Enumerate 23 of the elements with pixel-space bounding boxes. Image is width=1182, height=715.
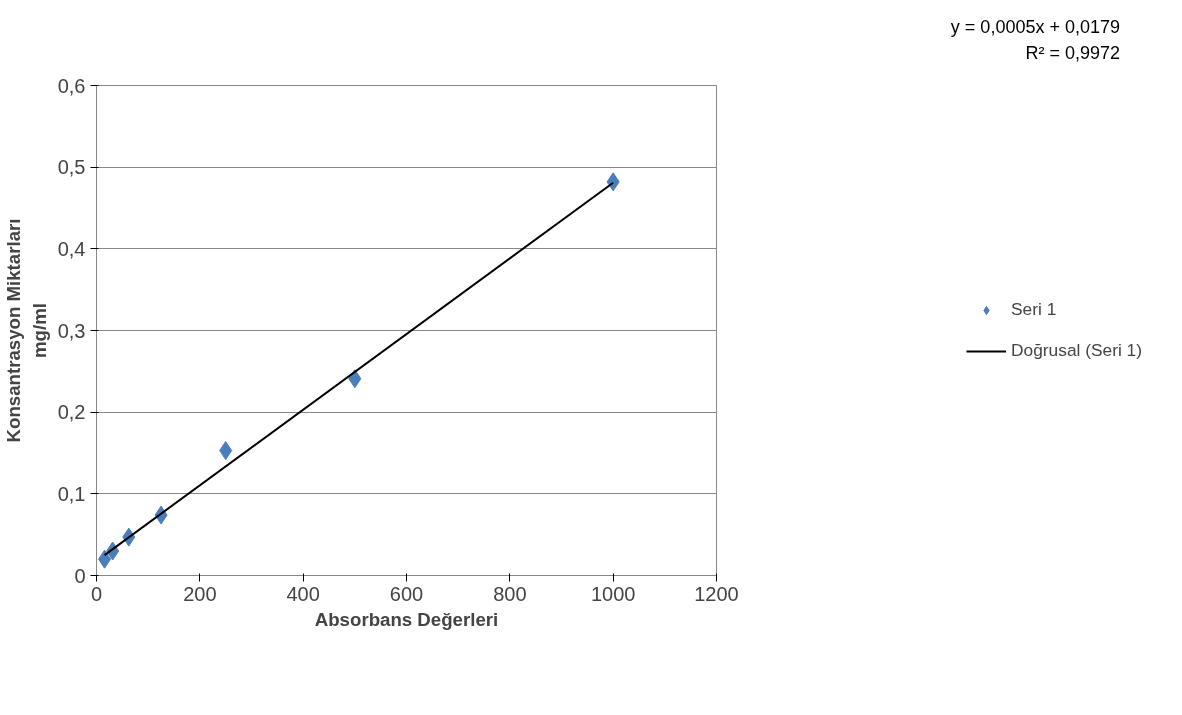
point [348, 369, 362, 389]
point [219, 441, 233, 461]
point [606, 172, 620, 192]
x-tick-label: 800 [493, 582, 527, 605]
y-tick-label: 0,4 [57, 237, 86, 260]
x-tick-label: 200 [183, 582, 217, 605]
text: y = 0,0005x + 0,0179 R² = 0,9972 [950, 16, 1120, 65]
x-tick-label: 400 [286, 582, 320, 605]
y-tick-label: 0,3 [57, 319, 86, 342]
y-tick-label: 0,1 [57, 482, 86, 505]
y-tick-label: 0,5 [57, 156, 86, 179]
y-axis-title: Konsantrasyon Miktarları mg/ml [3, 218, 50, 443]
x-tick-label: 0 [90, 582, 103, 605]
y-tick-label: 0 [74, 564, 86, 587]
y-tick-label: 0,6 [57, 74, 86, 97]
x-axis-title: Absorbans Değerleri [314, 608, 499, 630]
y-tick-label: 0,2 [57, 401, 86, 424]
point [98, 549, 112, 569]
x-tick-label: 600 [389, 582, 424, 605]
legend-label: Doğrusal (Seri 1) [1011, 340, 1142, 361]
x-tick-label: 1200 [694, 582, 739, 605]
x-tick-label: 1000 [590, 582, 636, 605]
legend-label: Seri 1 [1011, 299, 1057, 320]
